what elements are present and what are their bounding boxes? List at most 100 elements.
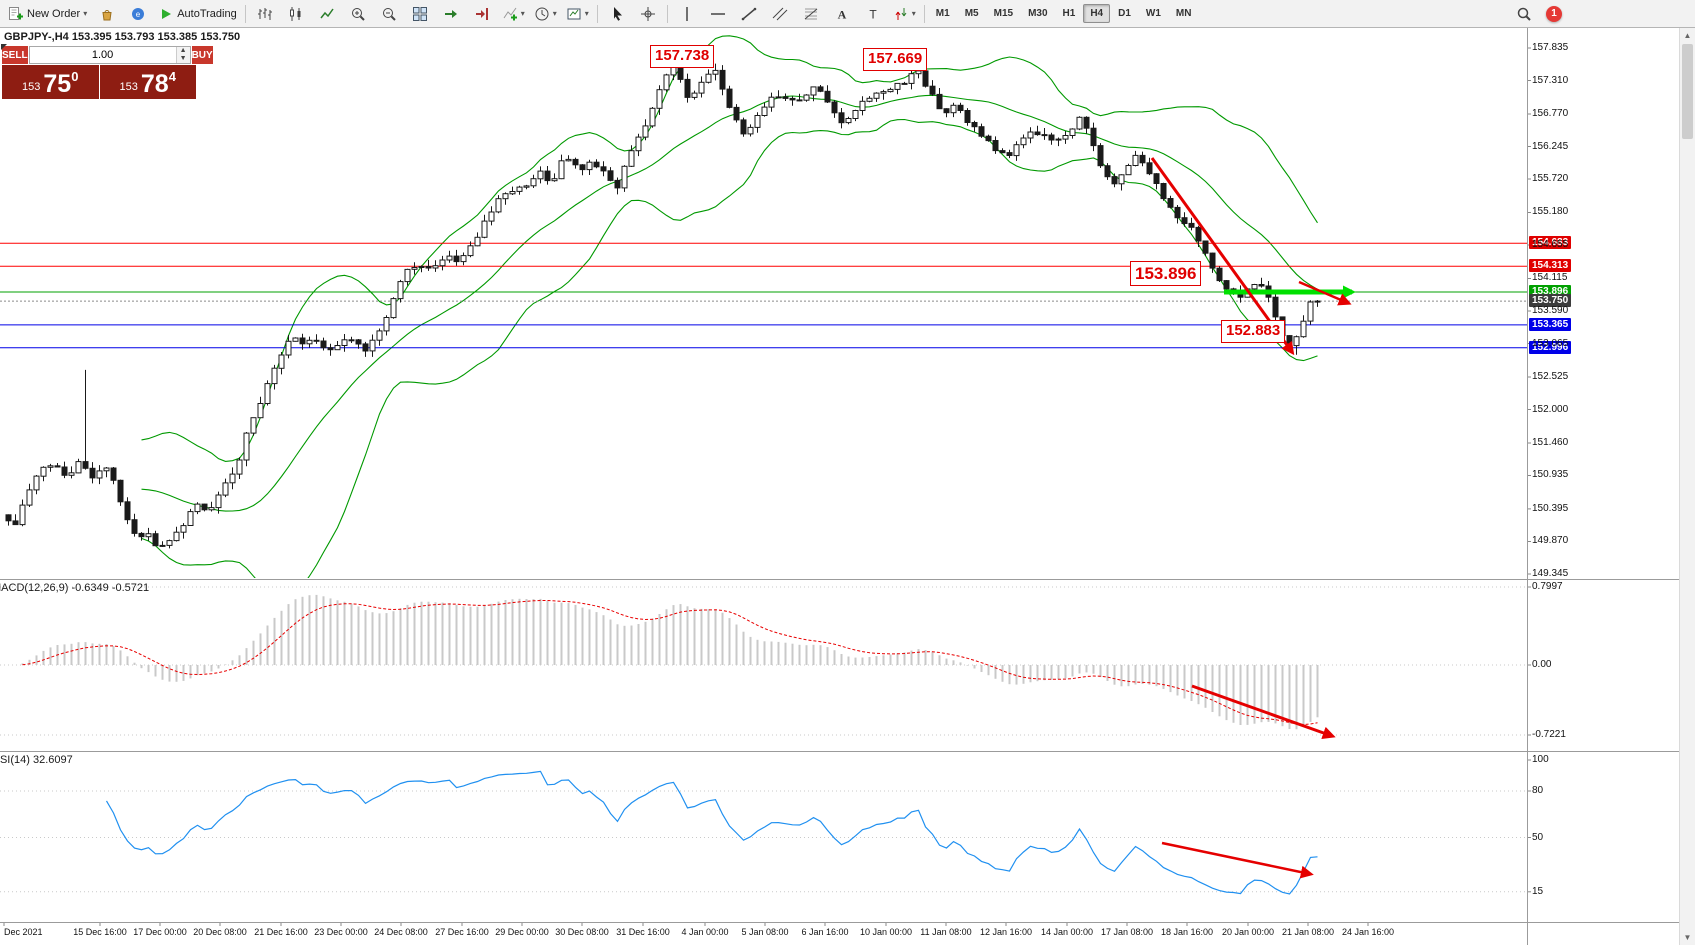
zoom-out-button[interactable] [374,2,404,26]
zoom-in-icon [350,6,366,22]
price-tick-label: 154.115 [1532,272,1568,284]
sell-price-pip: 0 [71,69,79,84]
scrollbar-thumb[interactable] [1682,44,1693,139]
timeframe-m15-button[interactable]: M15 [993,8,1014,19]
hline-button[interactable] [703,2,733,26]
zoom-in-button[interactable] [343,2,373,26]
autotrading-button[interactable]: AutoTrading [154,2,241,26]
search-icon [1516,6,1532,22]
timeframe-m5-button[interactable]: M5 [964,8,979,19]
price-tick-label: 150.935 [1532,469,1569,481]
dropdown-caret-icon: ▾ [552,8,557,18]
timeframe-m30-button[interactable]: M30 [1028,8,1048,19]
tile-windows-button[interactable] [405,2,435,26]
periods-icon [534,6,550,22]
svg-text:e: e [136,10,141,19]
timeframe-h4-button[interactable]: H4 [1083,4,1111,23]
chart-shift-button[interactable] [467,2,497,26]
buy-button[interactable]: BUY [191,46,213,64]
chart-shift-icon [474,6,490,22]
bollinger-lower-band [141,118,1318,578]
buy-price[interactable]: 153 78 4 [99,65,196,99]
templates-button[interactable]: ▾ [562,2,593,26]
line-chart-icon [319,6,335,22]
horizontal-lines[interactable] [0,242,1527,349]
periods-button[interactable]: ▾ [530,2,561,26]
search-button[interactable] [1509,2,1539,26]
candlestick-series [5,54,1321,549]
time-tick-label: 29 Dec 00:00 [495,927,549,937]
volume-up-button[interactable]: ▲ [176,47,190,55]
bollinger-bands [141,35,1318,578]
scrollbar-down-icon[interactable]: ▼ [1683,933,1692,942]
channel-button[interactable] [765,2,795,26]
time-tick-label: 30 Dec 08:00 [555,927,609,937]
label-button[interactable]: T [858,2,888,26]
sell-button[interactable]: SELL [2,46,28,64]
timeframe-w1-button[interactable]: W1 [1145,8,1161,19]
vline-button[interactable] [672,2,702,26]
sell-price-prefix: 153 [22,81,41,93]
trendline-button[interactable] [734,2,764,26]
rsi-scale-label: 100 [1532,754,1549,765]
trend-arrow-4[interactable] [1161,841,1314,879]
quote-panel-toggle[interactable] [1,44,7,50]
time-tick-label: 4 Jan 00:00 [681,927,729,937]
main-macd-splitter[interactable] [0,579,1681,580]
line-chart-button[interactable] [312,2,342,26]
cursor-button[interactable] [602,2,632,26]
axis-ticks [3,47,1531,926]
bar-chart-button[interactable] [250,2,280,26]
rsi-line [105,770,1318,895]
price-annotation-152.883[interactable]: 152.883 [1221,320,1286,343]
trend-arrow-2[interactable] [1298,280,1352,306]
dropdown-caret-icon: ▾ [584,8,589,18]
price-tick-label: 152.000 [1532,403,1569,415]
community-button[interactable]: e [123,2,153,26]
scrollbar-up-icon[interactable]: ▲ [1683,31,1692,40]
bollinger-middle-band [141,94,1318,512]
sell-price[interactable]: 153 75 0 [2,65,99,99]
fibonacci-icon [803,6,819,22]
timeframe-d1-button[interactable]: D1 [1118,8,1131,19]
timeframe-mn-button[interactable]: MN [1175,8,1192,19]
rsi-scale-label: 50 [1532,831,1544,843]
one-click-trading-panel: SELL ▲ ▼ BUY 153 75 0 153 78 4 [1,44,213,99]
vertical-scrollbar[interactable]: ▲ ▼ [1679,28,1695,945]
sell-price-big: 75 [43,70,72,98]
price-annotation-157.669[interactable]: 157.669 [863,48,928,71]
price-tick-label: 156.245 [1532,140,1569,152]
svg-text:T: T [869,7,877,21]
trend-arrow-3[interactable] [1191,684,1336,740]
time-tick-label: 21 Jan 08:00 [1281,927,1335,937]
time-tick-label: 24 Jan 16:00 [1341,927,1395,937]
price-tick-label: 149.870 [1532,535,1569,547]
fibonacci-button[interactable] [796,2,826,26]
time-tick-label: 12 Jan 16:00 [979,927,1033,937]
crosshair-button[interactable] [633,2,663,26]
time-tick-label: 21 Dec 16:00 [254,927,308,937]
dropdown-caret-icon: ▾ [911,8,916,18]
price-annotation-153.896[interactable]: 153.896 [1130,261,1202,287]
time-tick-label: 20 Jan 00:00 [1221,927,1275,937]
price-annotation-157.738[interactable]: 157.738 [650,45,715,68]
new-order-button[interactable]: New Order ▾ [4,2,91,26]
candlestick-button[interactable] [281,2,311,26]
arrows-button[interactable]: ▾ [889,2,920,26]
volume-input[interactable] [29,47,176,63]
auto-scroll-button[interactable] [436,2,466,26]
timeframe-m1-button[interactable]: M1 [935,8,950,19]
macd-signal-line [22,600,1318,726]
price-badge-153.365: 153.365 [1529,317,1572,331]
dropdown-caret-icon: ▾ [83,8,88,18]
timeframe-h1-button[interactable]: H1 [1062,8,1076,19]
text-button[interactable]: A [827,2,857,26]
indicators-button[interactable]: ▾ [498,2,529,26]
volume-down-button[interactable]: ▼ [176,55,190,63]
macd-rsi-splitter[interactable] [0,751,1681,752]
market-button[interactable] [92,2,122,26]
toolbar-separator [596,4,598,23]
price-tick-label: 153.065 [1532,337,1569,349]
notification-badge[interactable]: 1 [1546,5,1562,22]
